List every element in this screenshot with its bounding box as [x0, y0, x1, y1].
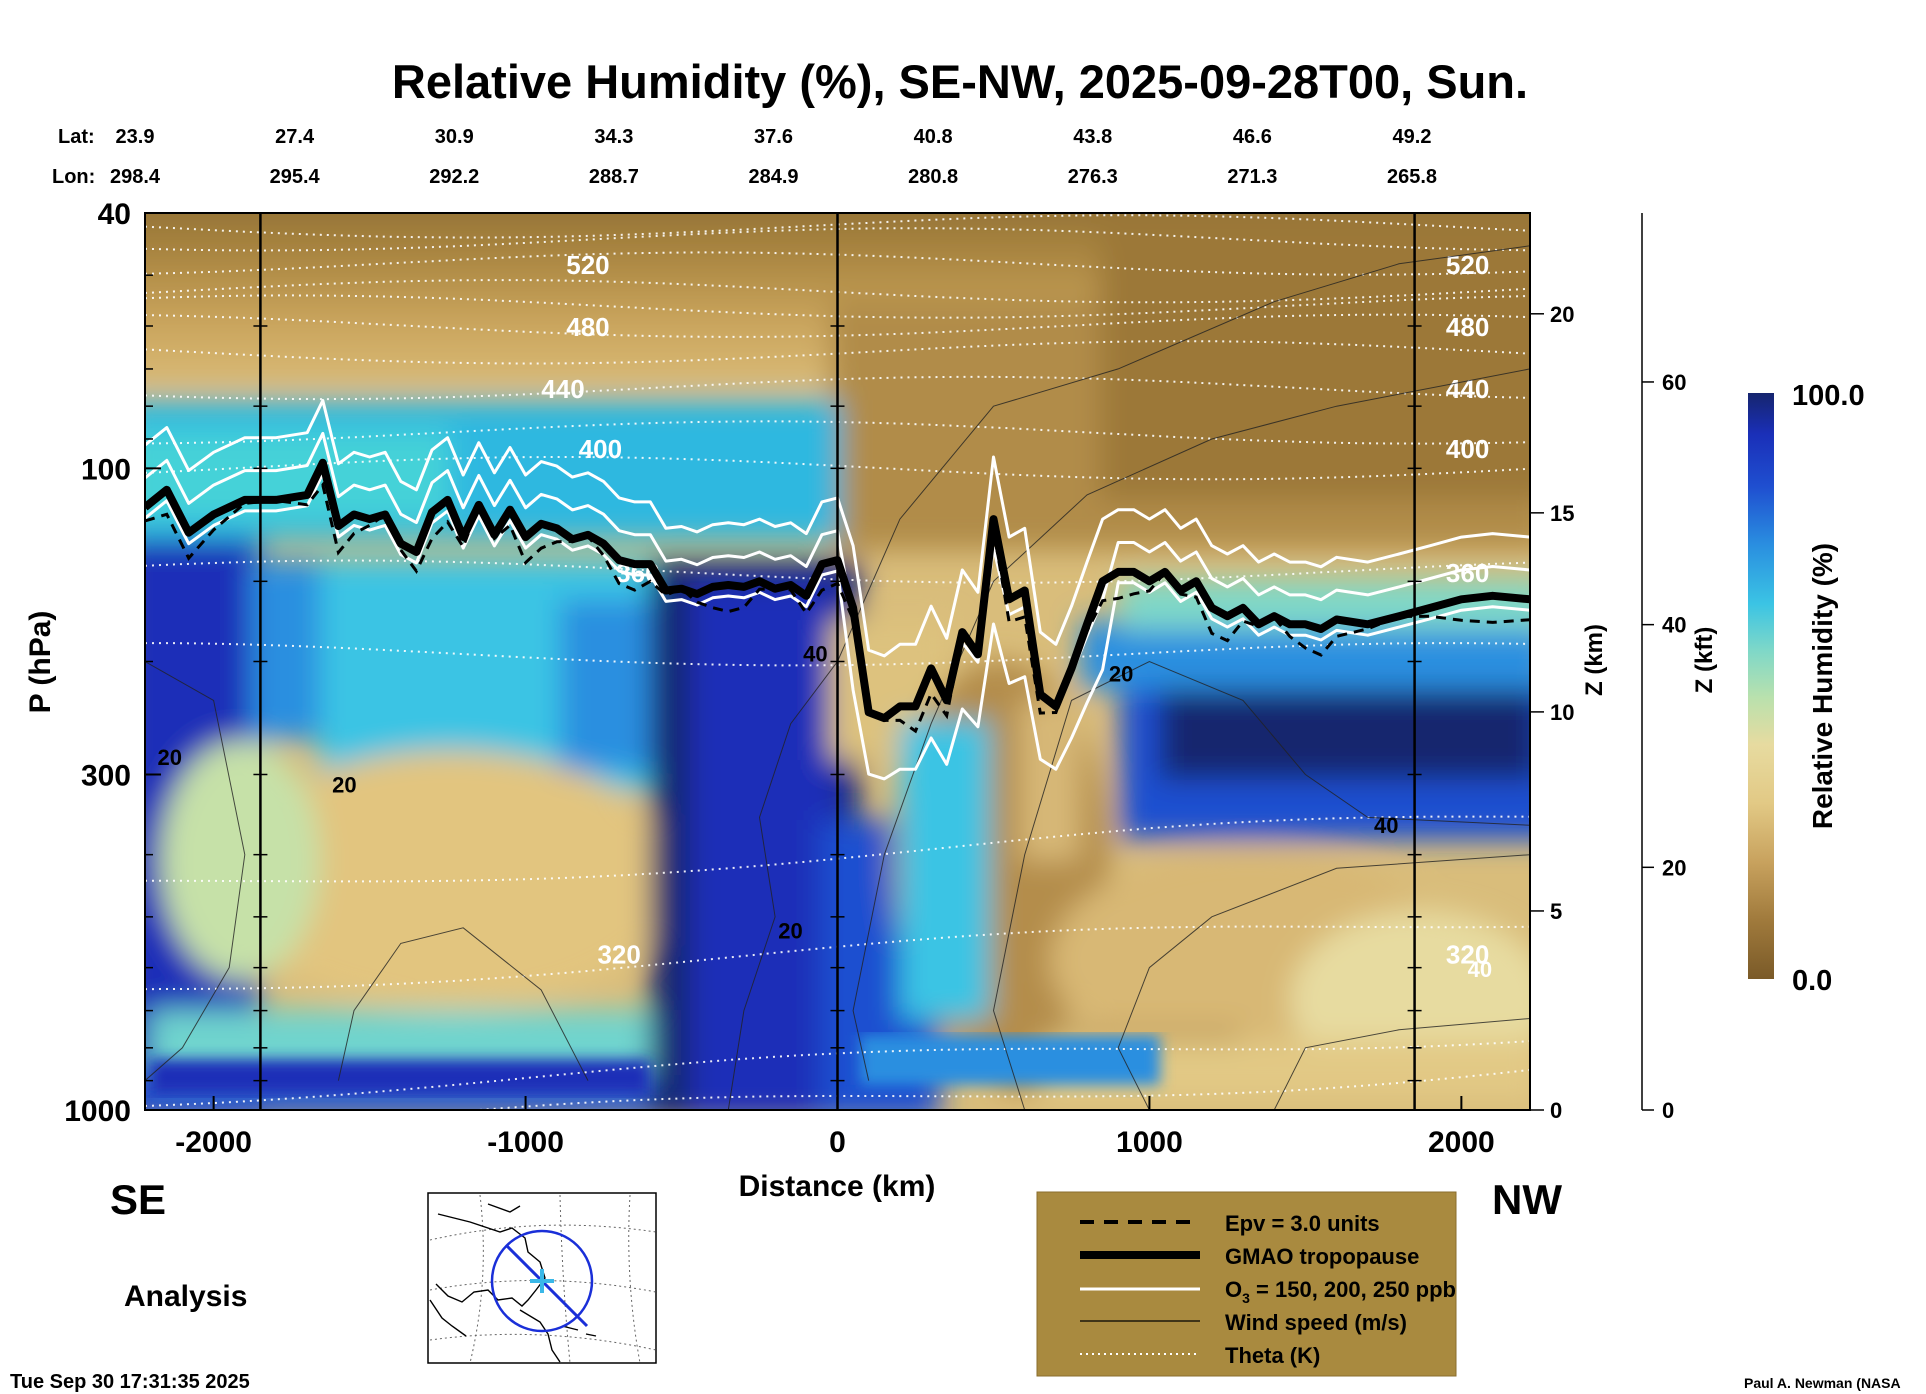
direction-se: SE [110, 1176, 166, 1223]
wind-label: 20 [332, 772, 356, 797]
lon-value: 288.7 [589, 166, 639, 188]
inset-map [427, 1192, 657, 1364]
theta-label: 480 [566, 312, 609, 342]
epv-line [145, 481, 1530, 734]
ozone-contour [145, 431, 1530, 721]
z-km-label: Z (km) [1581, 624, 1608, 696]
wind-contour [337, 927, 589, 1081]
theta-line [145, 313, 1530, 338]
chart-title: Relative Humidity (%), SE-NW, 2025-09-28… [392, 55, 1528, 108]
legend-epv: Epv = 3.0 units [1225, 1211, 1380, 1236]
y-tick-label: 40 [98, 198, 131, 231]
lon-value: 292.2 [429, 166, 479, 188]
lon-value: 271.3 [1227, 166, 1277, 188]
rh-field [145, 213, 1530, 1110]
wind-label: 40 [803, 642, 827, 667]
lat-label: Lat: [58, 126, 95, 148]
legend-ozone-rest: = 150, 200, 250 ppb [1250, 1277, 1456, 1302]
lat-value: 37.6 [754, 126, 793, 148]
wind-contour [727, 245, 1530, 1110]
y-tick-label: 1000 [64, 1095, 131, 1128]
theta-label: 520 [566, 250, 609, 280]
theta-line [145, 251, 1530, 276]
z-km-tick-label: 20 [1550, 302, 1574, 327]
x-tick-label: 1000 [1116, 1126, 1183, 1159]
timestamp: Tue Sep 30 17:31:35 2025 [10, 1371, 250, 1393]
theta-label: 320 [597, 939, 640, 969]
tropopause-line [145, 458, 1530, 723]
lon-value: 284.9 [748, 166, 798, 188]
theta-label: 400 [579, 434, 622, 464]
wind-contour [1117, 854, 1530, 1110]
y-tick-label: 300 [81, 759, 131, 792]
wind-label: 40 [1374, 813, 1398, 838]
wind-label: 20 [1109, 662, 1133, 687]
z-km-tick-label: 0 [1550, 1098, 1562, 1123]
x-tick-label: 0 [829, 1126, 846, 1159]
lat-value: 27.4 [275, 126, 315, 148]
lat-value: 34.3 [594, 126, 633, 148]
legend-ozone: O3 = 150, 200, 250 ppb [1225, 1277, 1456, 1306]
theta-label-right: 320 [1446, 939, 1489, 969]
direction-nw: NW [1492, 1176, 1562, 1223]
wind-label: 20 [157, 745, 181, 770]
ozone-contour [145, 472, 1530, 781]
z-kft-tick-label: 0 [1662, 1098, 1674, 1123]
wind-contour [852, 368, 1530, 1081]
x-tick-label: -1000 [487, 1126, 564, 1159]
lon-label: Lon: [52, 166, 95, 188]
legend-wind: Wind speed (m/s) [1225, 1310, 1407, 1335]
x-tick-label: -2000 [175, 1126, 252, 1159]
x-tick-label: 2000 [1428, 1126, 1495, 1159]
wind-contour [1273, 1018, 1530, 1110]
theta-line [145, 642, 1530, 667]
z-km-tick-label: 5 [1550, 899, 1562, 924]
theta-label-right: 400 [1446, 434, 1489, 464]
colorbar-max: 100.0 [1792, 380, 1865, 412]
legend-ozone-sub: 3 [1242, 1290, 1250, 1306]
lat-value: 43.8 [1073, 126, 1112, 148]
lat-value: 49.2 [1393, 126, 1432, 148]
x-axis-label: Distance (km) [739, 1170, 936, 1203]
lon-value: 276.3 [1068, 166, 1118, 188]
lon-value: 295.4 [270, 166, 321, 188]
lat-value: 46.6 [1233, 126, 1272, 148]
z-km-tick-label: 10 [1550, 700, 1574, 725]
z-kft-tick-label: 20 [1662, 855, 1686, 880]
z-kft-tick-label: 60 [1662, 370, 1686, 395]
ozone-contour [145, 399, 1530, 658]
z-kft-label: Z (kft) [1691, 627, 1718, 694]
axes: -2000 -1000 0 1000 2000 40 100 300 1000 0 5 10 15 20 0… [64, 198, 1686, 1159]
y-tick-label: 100 [81, 453, 131, 486]
wind-label: 40 [1468, 957, 1492, 982]
wind-label: 20 [778, 918, 802, 943]
legend-theta: Theta (K) [1225, 1343, 1320, 1368]
z-km-tick-label: 15 [1550, 501, 1574, 526]
legend-ozone-o: O [1225, 1277, 1242, 1302]
lat-lon-row: 23.9 298.4 27.4 295.4 30.9 292.2 34.3 288.7 37.6… [110, 126, 1437, 188]
theta-label-right: 440 [1446, 374, 1489, 404]
credit: Paul A. Newman (NASA [1744, 1375, 1901, 1391]
legend-tropopause: GMAO tropopause [1225, 1244, 1419, 1269]
y-axis-label: P (hPa) [24, 611, 57, 714]
theta-label-right: 480 [1446, 312, 1489, 342]
colorbar [1748, 393, 1774, 979]
wind-contour [992, 660, 1530, 1110]
colorbar-min: 0.0 [1792, 965, 1832, 997]
theta-line [145, 420, 1530, 445]
legend: Epv = 3.0 units GMAO tropopause O3 = 150… [1036, 1191, 1457, 1377]
lon-value: 280.8 [908, 166, 958, 188]
z-kft-tick-label: 40 [1662, 613, 1686, 638]
theta-label: 440 [541, 374, 584, 404]
lon-value: 265.8 [1387, 166, 1437, 188]
lon-value: 298.4 [110, 166, 161, 188]
lat-value: 30.9 [435, 126, 474, 148]
lat-value: 23.9 [116, 126, 155, 148]
lat-value: 40.8 [914, 126, 953, 148]
wind-contour [145, 661, 246, 1081]
colorbar-label: Relative Humidity (%) [1807, 543, 1838, 829]
analysis-label: Analysis [124, 1280, 247, 1313]
